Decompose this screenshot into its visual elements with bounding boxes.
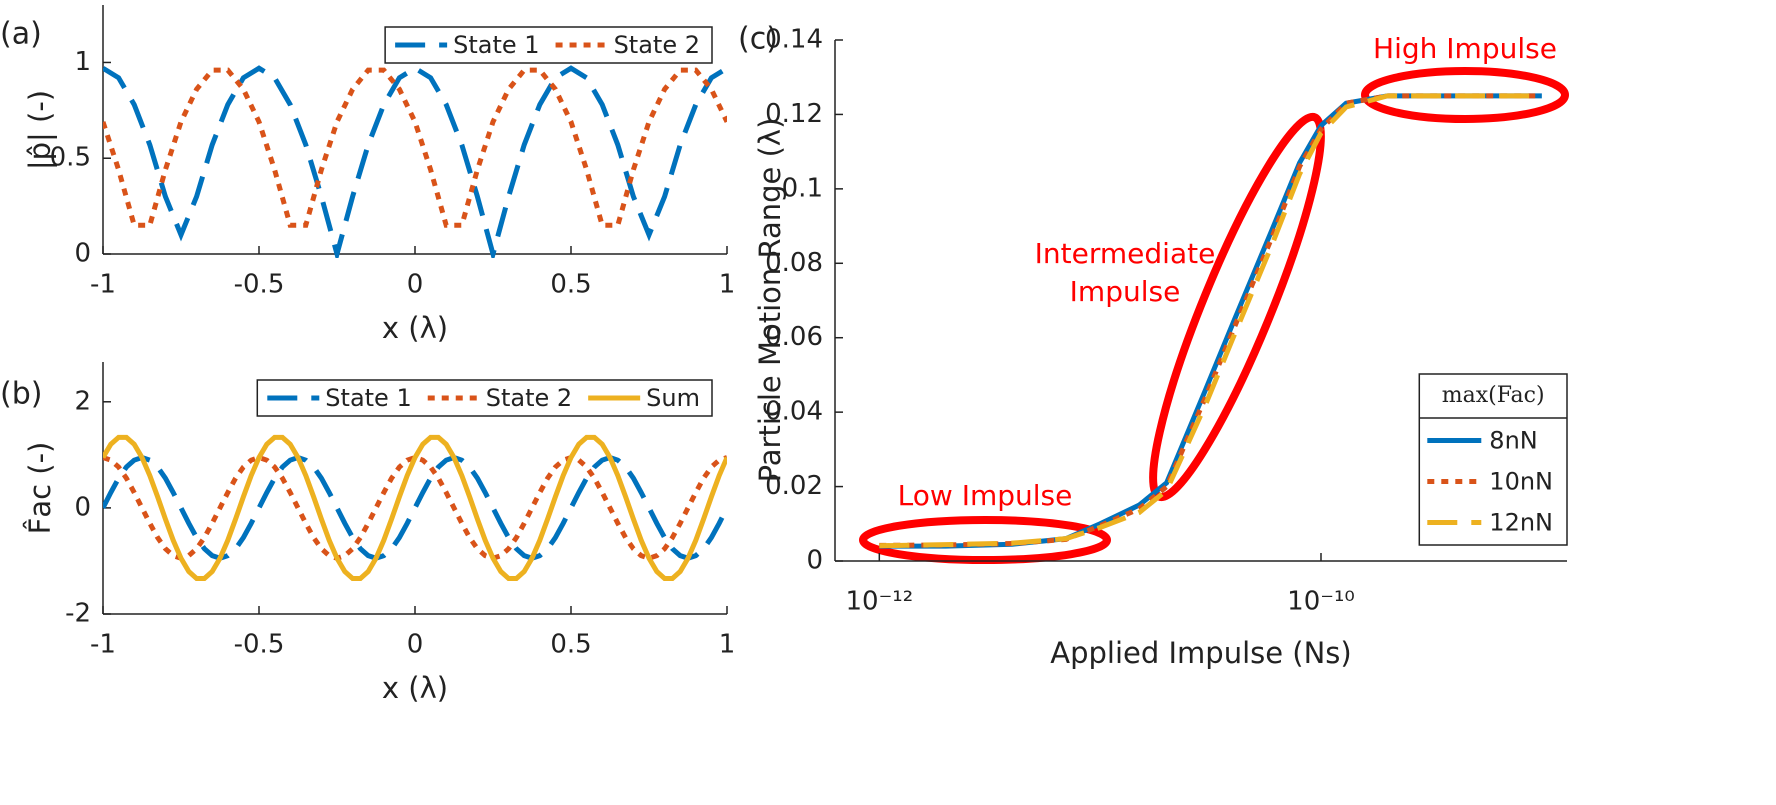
- y-tick-label: 1: [74, 47, 91, 77]
- low-impulse-ellipse: [859, 516, 1111, 564]
- legend-label: 8nN: [1489, 427, 1537, 455]
- x-tick-label: -0.5: [234, 630, 285, 660]
- y-tick-label: 0.08: [765, 248, 823, 278]
- annotation: High Impulse: [1373, 32, 1557, 65]
- legend: State 1 State 2: [384, 26, 713, 64]
- y-tick-label: 0: [74, 239, 91, 269]
- x-tick-label: 10⁻¹⁰: [1287, 587, 1355, 617]
- x-tick-label: 0.5: [550, 630, 591, 660]
- x-tick-label: -1: [90, 270, 116, 300]
- series-line: [103, 67, 727, 228]
- x-axis-label: x (λ): [382, 671, 448, 705]
- x-tick-label: 0: [407, 630, 424, 660]
- y-tick-label: -2: [65, 599, 91, 629]
- x-tick-label: -1: [90, 630, 116, 660]
- y-tick-label: 0: [806, 546, 823, 576]
- x-tick-label: -0.5: [234, 270, 285, 300]
- legend: State 1 State 2 Sum: [256, 379, 713, 417]
- x-tick-label: 10⁻¹²: [845, 587, 913, 617]
- annotation: Low Impulse: [898, 479, 1073, 512]
- x-tick-label: 0: [407, 270, 424, 300]
- y-tick-label: 0: [74, 492, 91, 522]
- y-tick-label: 0.06: [765, 322, 823, 352]
- legend-label: Sum: [646, 384, 700, 412]
- annotation: Impulse: [1070, 275, 1181, 308]
- x-axis-label: x (λ): [382, 311, 448, 345]
- panel-label: (a): [0, 17, 42, 52]
- y-tick-label: 0.04: [765, 397, 823, 427]
- y-tick-label: 2: [74, 386, 91, 416]
- legend-label: State 2: [486, 384, 572, 412]
- legend-title: max(Fac): [1442, 383, 1545, 408]
- y-tick-label: 0.5: [50, 143, 91, 173]
- series-line: [103, 454, 727, 561]
- legend-label: 12nN: [1489, 509, 1553, 537]
- panel-label: (b): [0, 377, 42, 412]
- x-tick-label: 1: [719, 270, 736, 300]
- panel-label: (c): [738, 22, 778, 57]
- y-axis-label: F̂ac (-): [23, 442, 57, 535]
- series-line: [103, 434, 727, 581]
- y-tick-label: 0.02: [765, 471, 823, 501]
- y-tick-label: 0.14: [765, 25, 823, 55]
- x-axis-label: Applied Impulse (Ns): [1050, 636, 1351, 670]
- legend-box: [1418, 373, 1568, 546]
- y-tick-label: 0.12: [765, 99, 823, 129]
- legend-label: 10nN: [1489, 468, 1553, 496]
- x-tick-label: 0.5: [550, 270, 591, 300]
- y-axis-label: Particle Motion Range (λ): [753, 118, 787, 483]
- high-impulse-ellipse: [1361, 67, 1569, 123]
- y-tick-label: 0.1: [782, 173, 823, 203]
- series-line: [879, 93, 1542, 549]
- legend: max(Fac) 8nN 10nN 12nN: [1418, 373, 1568, 546]
- series-line: [103, 65, 727, 258]
- annotation: Intermediate: [1035, 237, 1216, 270]
- legend-box: [256, 379, 713, 417]
- y-axis-label: |p̂| (-): [23, 90, 57, 170]
- x-tick-label: 1: [719, 630, 736, 660]
- legend-label: State 2: [614, 31, 700, 59]
- series-line: [103, 454, 727, 561]
- legend-label: State 1: [325, 384, 411, 412]
- legend-label: State 1: [453, 31, 539, 59]
